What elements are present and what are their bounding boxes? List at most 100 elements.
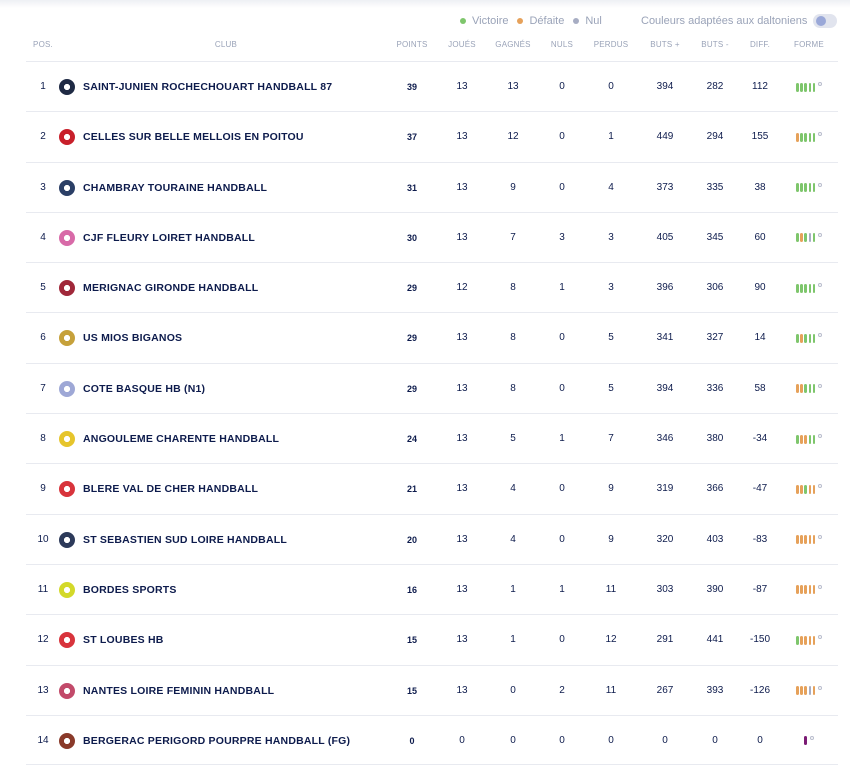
club-name[interactable]: ST LOUBES HB bbox=[83, 634, 164, 647]
club-cell[interactable]: ST LOUBES HB bbox=[59, 615, 379, 665]
points-cell: 37 bbox=[406, 132, 417, 143]
form-bar bbox=[804, 736, 807, 746]
club-cell[interactable]: COTE BASQUE HB (N1) bbox=[59, 364, 379, 414]
points-cell: 30 bbox=[406, 232, 417, 243]
points-cell: 29 bbox=[406, 283, 417, 294]
drawn-cell: 1 bbox=[559, 433, 565, 445]
club-name[interactable]: NANTES LOIRE FEMININ HANDBALL bbox=[83, 684, 275, 697]
form-bar bbox=[800, 333, 803, 343]
club-name[interactable]: BERGERAC PERIGORD POURPRE HANDBALL (FG) bbox=[83, 734, 351, 747]
drawn-cell: 0 bbox=[559, 382, 565, 394]
points-cell: 20 bbox=[406, 534, 417, 545]
table-row[interactable]: 3 31 13 9 0 4 373 335 38 CHAMBRAY TOURAINE HANDBA… bbox=[26, 161, 838, 213]
form-bar bbox=[812, 384, 816, 394]
table-row[interactable]: 4 30 13 7 3 3 405 345 60 CJF FLEURY LOIRET HANDBA… bbox=[26, 211, 838, 263]
club-cell[interactable]: CELLES SUR BELLE MELLOIS EN POITOU bbox=[59, 112, 379, 162]
lost-cell: 3 bbox=[608, 282, 614, 294]
form-indicator bbox=[789, 565, 829, 615]
club-name[interactable]: ST SEBASTIEN SUD LOIRE HANDBALL bbox=[83, 533, 287, 546]
goal-difference-cell: -34 bbox=[752, 433, 768, 445]
form-bar bbox=[808, 384, 812, 394]
club-name[interactable]: CELLES SUR BELLE MELLOIS EN POITOU bbox=[83, 131, 304, 144]
club-cell[interactable]: CHAMBRAY TOURAINE HANDBALL bbox=[59, 163, 379, 213]
club-cell[interactable]: BORDES SPORTS bbox=[59, 565, 379, 615]
form-info-icon bbox=[817, 434, 822, 439]
form-bar bbox=[804, 535, 807, 545]
table-row[interactable]: 13 15 13 0 2 11 267 393 -126 NANTES LOIRE FEMININ… bbox=[26, 664, 838, 716]
club-cell[interactable]: CJF FLEURY LOIRET HANDBALL bbox=[59, 213, 379, 263]
club-name[interactable]: BLERE VAL DE CHER HANDBALL bbox=[83, 483, 259, 496]
form-bar bbox=[800, 283, 803, 293]
club-name[interactable]: MERIGNAC GIRONDE HANDBALL bbox=[83, 282, 259, 295]
club-name[interactable]: CJF FLEURY LOIRET HANDBALL bbox=[83, 231, 256, 244]
goal-difference-cell: 60 bbox=[754, 231, 766, 243]
goals-against-cell: 0 bbox=[712, 734, 718, 746]
points-cell: 15 bbox=[406, 685, 417, 696]
goals-for-cell: 373 bbox=[656, 181, 674, 193]
drawn-cell: 2 bbox=[559, 684, 565, 696]
form-bar bbox=[800, 183, 803, 193]
club-cell[interactable]: BLERE VAL DE CHER HANDBALL bbox=[59, 464, 379, 514]
club-name[interactable]: COTE BASQUE HB (N1) bbox=[83, 382, 206, 395]
club-logo-icon bbox=[59, 380, 75, 397]
header-points: POINTS bbox=[396, 40, 428, 49]
table-row[interactable]: 9 21 13 4 0 9 319 366 -47 BLERE VAL DE CHER HANDB… bbox=[26, 463, 838, 513]
form-indicator bbox=[789, 62, 829, 112]
club-cell[interactable]: SAINT-JUNIEN ROCHECHOUART HANDBALL 87 bbox=[59, 62, 379, 112]
drawn-cell: 0 bbox=[559, 483, 565, 495]
goals-for-cell: 346 bbox=[656, 433, 674, 445]
club-logo-icon bbox=[59, 481, 75, 498]
header-perdus: PERDUS bbox=[593, 40, 629, 49]
club-cell[interactable]: BERGERAC PERIGORD POURPRE HANDBALL (FG) bbox=[59, 716, 379, 766]
table-row[interactable]: 5 29 12 8 1 3 396 306 90 MERIGNAC GIRONDE HANDBAL… bbox=[26, 262, 838, 312]
form-bar bbox=[800, 686, 803, 696]
club-name[interactable]: US MIOS BIGANOS bbox=[83, 332, 183, 345]
won-cell: 5 bbox=[510, 433, 516, 445]
form-bar bbox=[812, 484, 816, 494]
club-name[interactable]: CHAMBRAY TOURAINE HANDBALL bbox=[83, 181, 268, 194]
header-buts-plus: BUTS + bbox=[650, 40, 680, 49]
points-cell: 21 bbox=[406, 484, 417, 495]
club-name[interactable]: BORDES SPORTS bbox=[83, 583, 177, 596]
table-row[interactable]: 12 15 13 1 0 12 291 441 -150 ST LOUBES HB bbox=[26, 614, 838, 664]
club-logo-icon bbox=[59, 330, 75, 347]
form-indicator bbox=[789, 163, 829, 213]
goal-difference-cell: -87 bbox=[752, 583, 768, 595]
club-cell[interactable]: MERIGNAC GIRONDE HANDBALL bbox=[59, 263, 379, 313]
colorblind-toggle[interactable] bbox=[813, 14, 838, 28]
form-bar bbox=[808, 132, 812, 142]
form-bar bbox=[804, 686, 807, 696]
form-info-icon bbox=[817, 484, 822, 489]
table-row[interactable]: 1 39 13 13 0 0 394 282 112 SAINT-JUNIEN ROCHECHOU… bbox=[26, 61, 838, 111]
club-cell[interactable]: NANTES LOIRE FEMININ HANDBALL bbox=[59, 666, 379, 716]
club-cell[interactable]: US MIOS BIGANOS bbox=[59, 313, 379, 363]
form-bar bbox=[808, 183, 812, 193]
club-cell[interactable]: ANGOULEME CHARENTE HANDBALL bbox=[59, 414, 379, 464]
form-bar bbox=[808, 233, 812, 243]
won-cell: 7 bbox=[510, 231, 516, 243]
form-info-icon bbox=[817, 685, 822, 690]
table-row[interactable]: 2 37 13 12 0 1 449 294 155 CELLES SUR BELLE MELLO… bbox=[26, 111, 838, 161]
club-name[interactable]: ANGOULEME CHARENTE HANDBALL bbox=[83, 433, 280, 446]
table-row[interactable]: 10 20 13 4 0 9 320 403 -83 ST SEBASTIEN SUD LOIRE… bbox=[26, 513, 838, 565]
played-cell: 13 bbox=[456, 533, 468, 545]
goal-difference-cell: 58 bbox=[754, 382, 766, 394]
won-cell: 13 bbox=[507, 81, 519, 92]
club-cell[interactable]: ST SEBASTIEN SUD LOIRE HANDBALL bbox=[59, 515, 379, 565]
form-bar bbox=[800, 132, 803, 142]
form-bar bbox=[804, 132, 807, 142]
club-logo-icon bbox=[59, 682, 75, 699]
club-name[interactable]: SAINT-JUNIEN ROCHECHOUART HANDBALL 87 bbox=[83, 81, 333, 93]
form-bar bbox=[796, 82, 799, 92]
table-row[interactable]: 6 29 13 8 0 5 341 327 14 US MIOS BIGANOS bbox=[26, 312, 838, 362]
table-row[interactable]: 11 16 13 1 1 11 303 390 -87 BORDES SPORTS bbox=[26, 563, 838, 615]
table-row[interactable]: 7 29 13 8 0 5 394 336 58 COTE BASQUE HB (N1) bbox=[26, 362, 838, 414]
table-row[interactable]: 14 0 0 0 0 0 0 0 0 BERGERAC PERIGORD POURPRE HAND… bbox=[26, 714, 838, 766]
table-row[interactable]: 8 24 13 5 1 7 346 380 -34 ANGOULEME CHARENTE HAND… bbox=[26, 413, 838, 463]
goals-for-cell: 319 bbox=[656, 483, 674, 495]
form-bar bbox=[796, 585, 799, 595]
position-cell: 10 bbox=[37, 533, 49, 545]
form-bar bbox=[796, 686, 799, 696]
goals-for-cell: 405 bbox=[656, 231, 674, 243]
header-buts-moins: BUTS - bbox=[701, 40, 729, 49]
